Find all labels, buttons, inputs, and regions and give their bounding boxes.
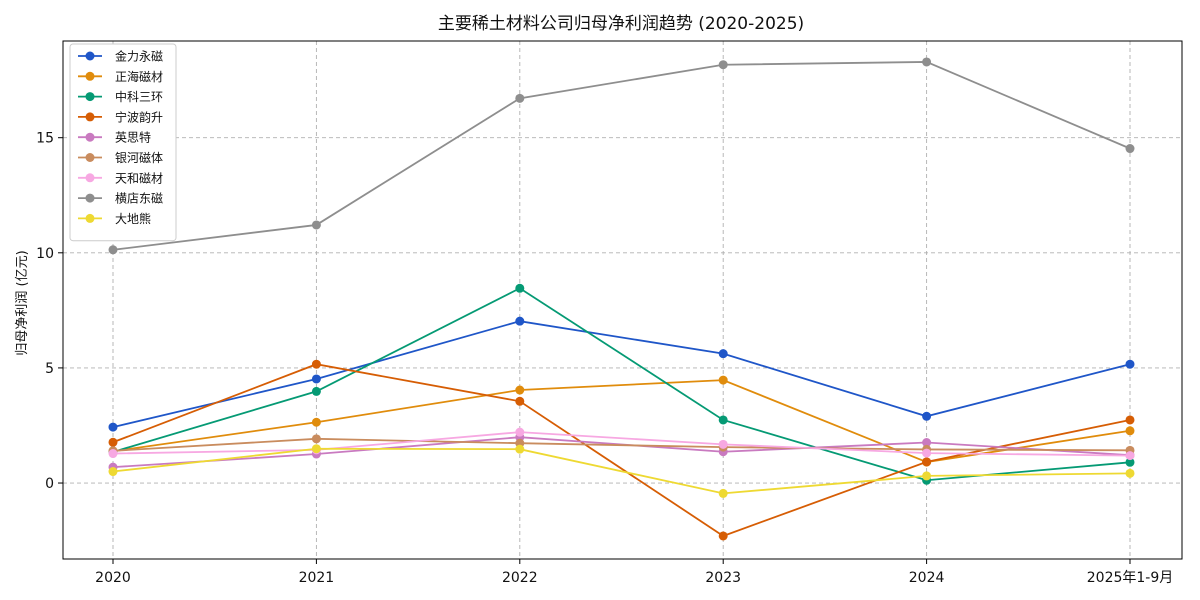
data-point <box>515 444 525 454</box>
series-line <box>112 61 1131 251</box>
series-layer <box>108 57 1135 541</box>
series-line <box>112 431 1131 457</box>
legend-item: 正海磁材 <box>78 69 163 84</box>
x-tick-label: 2022 <box>502 570 538 586</box>
legend-item: 大地熊 <box>78 211 151 226</box>
legend-marker <box>85 51 95 61</box>
legend-item: 天和磁材 <box>78 170 163 185</box>
series-8 <box>108 57 1135 255</box>
legend-label: 正海磁材 <box>115 69 163 84</box>
legend-marker <box>85 112 95 122</box>
data-point <box>311 434 321 444</box>
legend-label: 银河磁体 <box>115 150 163 165</box>
data-point <box>311 386 321 396</box>
data-point <box>515 385 525 395</box>
series-line <box>112 447 1131 495</box>
series-line <box>112 363 1131 537</box>
legend-label: 大地熊 <box>115 211 151 226</box>
legend-label: 中科三环 <box>115 89 163 104</box>
y-tick-label: 5 <box>45 361 54 377</box>
data-point <box>515 93 525 103</box>
data-point <box>922 411 932 421</box>
legend-label: 英思特 <box>115 130 151 145</box>
series-9 <box>108 444 1135 498</box>
data-point <box>718 60 728 70</box>
data-point <box>108 437 118 447</box>
data-point <box>718 439 728 449</box>
y-tick-label: 15 <box>36 131 54 147</box>
chart-title: 主要稀土材料公司归母净利润趋势 (2020-2025) <box>438 14 804 34</box>
series-line <box>112 379 1131 464</box>
data-point <box>718 488 728 498</box>
data-point <box>311 220 321 230</box>
legend-marker <box>85 92 95 102</box>
data-point <box>1125 468 1135 478</box>
legend-marker <box>85 132 95 142</box>
x-tick-label: 2020 <box>95 570 131 586</box>
legend-label: 天和磁材 <box>115 170 163 185</box>
data-point <box>515 396 525 406</box>
series-4 <box>108 359 1135 541</box>
data-point <box>718 531 728 541</box>
data-point <box>311 374 321 384</box>
y-tick-label: 10 <box>36 246 54 262</box>
legend-item: 中科三环 <box>78 89 163 104</box>
legend-item: 横店东磁 <box>78 191 163 206</box>
series-line <box>112 320 1131 428</box>
legend-label: 金力永磁 <box>115 49 163 64</box>
data-point <box>922 57 932 67</box>
data-point <box>1125 451 1135 461</box>
legend-label: 宁波韵升 <box>115 109 163 124</box>
data-point <box>1125 359 1135 369</box>
legend-label: 横店东磁 <box>115 191 163 206</box>
legend-item: 宁波韵升 <box>78 109 163 124</box>
data-point <box>718 349 728 359</box>
data-point <box>108 245 118 255</box>
data-point <box>922 457 932 467</box>
data-point <box>1125 457 1135 467</box>
legend-marker <box>85 153 95 162</box>
grid-layer <box>63 41 1182 559</box>
data-point <box>515 316 525 326</box>
data-point <box>1125 426 1135 436</box>
legend-marker <box>85 213 95 223</box>
series-line <box>112 437 1131 452</box>
x-tick-label: 2025年1-9月 <box>1087 570 1174 586</box>
data-point <box>311 359 321 369</box>
x-tick-label: 2024 <box>909 570 945 586</box>
data-point <box>515 427 525 437</box>
data-point <box>1125 415 1135 425</box>
legend-item: 金力永磁 <box>78 49 163 64</box>
data-point <box>108 422 118 432</box>
data-point <box>108 467 118 477</box>
legend-box <box>69 43 177 242</box>
legend-marker <box>85 71 95 81</box>
data-point <box>108 449 118 459</box>
legend-marker <box>85 193 95 203</box>
axes-layer: 2020 2021 2022 2023 2024 2025年1-9月 0 5 10 15 <box>36 40 1183 586</box>
legend-item: 银河磁体 <box>78 150 163 165</box>
series-1 <box>108 316 1135 432</box>
data-point <box>922 438 932 448</box>
x-tick-label: 2023 <box>705 570 741 586</box>
data-point <box>515 283 525 293</box>
x-tick-label: 2021 <box>299 570 335 586</box>
data-point <box>718 415 728 425</box>
data-point <box>718 375 728 385</box>
data-point <box>922 448 932 458</box>
y-axis-label: 归母净利润 (亿元) <box>15 250 30 355</box>
data-point <box>311 444 321 454</box>
legend-marker <box>85 173 95 183</box>
data-point <box>922 471 932 481</box>
plot-frame <box>62 40 1183 560</box>
y-tick-label: 0 <box>45 476 54 492</box>
legend-item: 英思特 <box>78 130 151 145</box>
data-point <box>1125 144 1135 154</box>
data-point <box>311 417 321 427</box>
series-line <box>112 287 1131 482</box>
